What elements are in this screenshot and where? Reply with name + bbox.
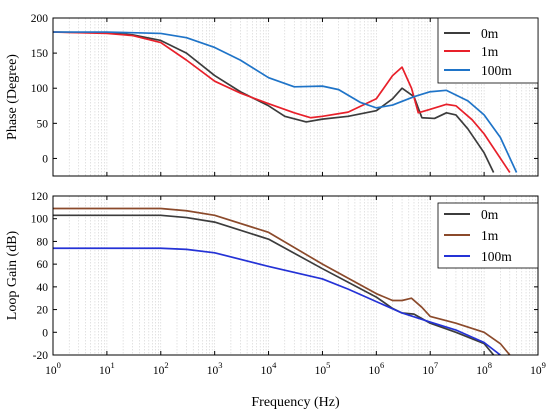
vertical-gridlines bbox=[68, 18, 536, 176]
x-tick-label: 107 bbox=[422, 360, 438, 377]
x-tick-label: 104 bbox=[261, 360, 278, 377]
legend-label-1m: 1m bbox=[481, 44, 499, 59]
y-tick-label: 20 bbox=[37, 305, 49, 317]
x-axis-title: Frequency (Hz) bbox=[251, 395, 340, 410]
x-tick-base: 10 bbox=[99, 365, 111, 377]
series-line-1m bbox=[53, 31, 511, 173]
y-tick-label: 60 bbox=[37, 259, 49, 271]
x-tick-label: 103 bbox=[207, 360, 223, 377]
x-tick-base: 10 bbox=[315, 365, 327, 377]
x-tick-base: 10 bbox=[261, 365, 273, 377]
series-line-1m bbox=[53, 207, 511, 355]
x-tick-exponent: 0 bbox=[57, 360, 61, 370]
series-line-0m bbox=[53, 214, 495, 355]
chart-panel-top: 0 50 100 150 200 Phase (Degree) 0m 1m 100m bbox=[5, 13, 539, 177]
y-tick-label: 0 bbox=[42, 153, 48, 165]
y-tick-label: 0 bbox=[42, 327, 48, 339]
y-tick-label: 150 bbox=[31, 48, 49, 60]
series-group bbox=[53, 207, 511, 355]
x-tick-label: 106 bbox=[368, 360, 384, 377]
series-line-0m bbox=[53, 31, 495, 173]
x-tick-exponent: 9 bbox=[542, 360, 546, 370]
y-axis: 0 50 100 150 200 bbox=[31, 13, 538, 165]
x-tick-base: 10 bbox=[530, 365, 542, 377]
x-tick-base: 10 bbox=[153, 365, 165, 377]
x-tick-label: 105 bbox=[315, 360, 331, 377]
legend: 0m 1m 100m bbox=[437, 202, 539, 269]
y-tick-label: 40 bbox=[37, 282, 49, 294]
x-tick-exponent: 4 bbox=[272, 360, 277, 370]
y-tick-label: 120 bbox=[31, 191, 49, 203]
legend-label-1m: 1m bbox=[481, 228, 499, 243]
legend-label-100m: 100m bbox=[481, 249, 512, 264]
y-axis-title: Loop Gain (dB) bbox=[5, 230, 20, 320]
x-tick-exponent: 7 bbox=[434, 360, 438, 370]
legend-label-100m: 100m bbox=[481, 63, 512, 78]
x-tick-label: 109 bbox=[530, 360, 546, 377]
legend-label-0m: 0m bbox=[481, 207, 499, 222]
series-line-100m bbox=[53, 31, 518, 173]
y-tick-label: -20 bbox=[33, 350, 49, 362]
y-tick-label: 50 bbox=[37, 118, 49, 130]
x-tick-base: 10 bbox=[45, 365, 57, 377]
x-tick-base: 10 bbox=[207, 365, 219, 377]
x-tick-label: 100 bbox=[45, 360, 61, 377]
x-tick-exponent: 6 bbox=[380, 360, 384, 370]
series-line-100m bbox=[53, 247, 501, 355]
x-tick-exponent: 5 bbox=[326, 360, 330, 370]
plot-frame bbox=[52, 17, 539, 177]
x-tick-base: 10 bbox=[422, 365, 434, 377]
series-group bbox=[53, 31, 518, 173]
y-tick-label: 100 bbox=[31, 214, 49, 226]
legend-label-0m: 0m bbox=[481, 26, 499, 41]
x-tick-exponent: 8 bbox=[488, 360, 492, 370]
y-tick-label: 100 bbox=[31, 83, 49, 95]
y-axis-title: Phase (Degree) bbox=[5, 54, 20, 140]
x-tick-base: 10 bbox=[368, 365, 380, 377]
x-tick-label: 101 bbox=[99, 360, 115, 377]
x-tick-exponent: 1 bbox=[111, 360, 115, 370]
legend: 0m 1m 100m bbox=[437, 17, 539, 84]
x-tick-exponent: 2 bbox=[164, 360, 168, 370]
x-tick-label: 108 bbox=[476, 360, 492, 377]
x-tick-label: 102 bbox=[153, 360, 169, 377]
plot-frame bbox=[52, 195, 539, 356]
x-tick-exponent: 3 bbox=[218, 360, 222, 370]
y-tick-label: 80 bbox=[37, 236, 49, 248]
y-tick-label: 200 bbox=[31, 13, 49, 25]
x-axis: 100 101 102 103 104 105 106 107 108 109 bbox=[45, 196, 546, 377]
x-tick-base: 10 bbox=[476, 365, 488, 377]
